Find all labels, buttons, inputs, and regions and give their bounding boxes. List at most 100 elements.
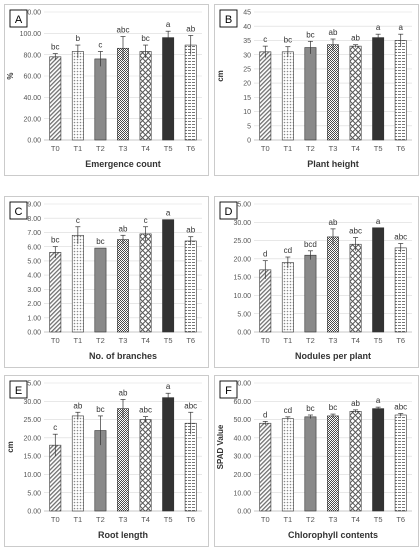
panel-frame: [214, 4, 419, 176]
panel-label-box: [9, 380, 28, 399]
significance-letter: a: [166, 382, 171, 391]
significance-letter: bc: [51, 43, 59, 52]
significance-letter: abc: [394, 232, 407, 241]
panel-label: A: [15, 14, 23, 26]
panel-label: B: [225, 14, 232, 26]
panel-label: F: [225, 385, 232, 397]
y-tick-label: 35.00: [233, 202, 251, 209]
significance-letter: c: [263, 35, 267, 44]
y-tick-label: 40.00: [23, 95, 41, 102]
significance-letter: bc: [96, 405, 104, 414]
chart-panel-b: 0 5 10 15 20 25 30 35 40 45 c T0 bc T1 bc T2 ab T3 ab T4 a T5…: [214, 4, 419, 176]
significance-letter: a: [376, 23, 381, 32]
bar: [372, 408, 385, 512]
panel-label-box: [9, 9, 28, 28]
x-axis-title: No. of branches: [89, 351, 157, 361]
bar: [117, 47, 129, 141]
significance-letter: d: [263, 250, 267, 259]
x-tick-label: T3: [119, 144, 128, 153]
bar: [184, 422, 197, 512]
y-tick-label: 70.00: [233, 381, 251, 388]
panel-frame: [4, 4, 209, 176]
x-tick-label: T1: [283, 336, 292, 345]
y-tick-label: 20.00: [23, 435, 41, 442]
bar: [372, 37, 385, 141]
significance-letter: c: [53, 423, 57, 432]
significance-letter: a: [166, 20, 171, 29]
panel-label: D: [225, 206, 233, 218]
y-tick-label: 7.00: [27, 230, 41, 237]
bar: [139, 51, 152, 141]
y-tick-label: 25.00: [233, 238, 251, 245]
x-tick-label: T1: [283, 144, 292, 153]
bar: [394, 40, 407, 141]
y-tick-label: 30.00: [23, 399, 41, 406]
significance-letter: abc: [117, 26, 130, 35]
y-axis-label: SPAD Value: [216, 424, 225, 469]
significance-letter: ab: [119, 224, 128, 233]
y-tick-label: 20.00: [23, 116, 41, 123]
x-tick-label: T0: [51, 515, 60, 524]
x-tick-label: T6: [396, 336, 405, 345]
x-axis-title: Nodules per plant: [295, 351, 371, 361]
significance-letter: a: [376, 217, 381, 226]
y-tick-label: 35.00: [23, 381, 41, 388]
y-tick-label: 15.00: [233, 275, 251, 282]
x-tick-label: T4: [351, 515, 360, 524]
y-tick-label: 50.00: [233, 417, 251, 424]
significance-letter: ab: [351, 399, 360, 408]
x-tick-label: T5: [374, 515, 383, 524]
x-tick-label: T2: [96, 144, 105, 153]
bar: [139, 419, 152, 512]
x-tick-label: T2: [96, 336, 105, 345]
bar: [117, 239, 129, 333]
bar: [49, 56, 62, 141]
significance-letter: c: [76, 216, 80, 225]
significance-letter: abc: [394, 403, 407, 412]
y-tick-label: 5.00: [237, 311, 251, 318]
bar: [349, 411, 362, 512]
bar: [94, 58, 107, 141]
bar: [281, 418, 294, 512]
panel-frame: [214, 375, 419, 547]
bar: [117, 408, 129, 512]
x-tick-label: T1: [73, 336, 82, 345]
significance-letter: bc: [96, 237, 104, 246]
y-tick-label: 10.00: [233, 293, 251, 300]
y-tick-label: 4.00: [27, 273, 41, 280]
y-tick-label: 3.00: [27, 287, 41, 294]
y-tick-label: 120.00: [20, 10, 42, 17]
y-axis-label: cm: [216, 70, 225, 82]
x-tick-label: T4: [351, 336, 360, 345]
x-tick-label: T3: [119, 515, 128, 524]
y-tick-label: 60.00: [233, 399, 251, 406]
bar: [162, 37, 175, 141]
y-tick-label: 60.00: [23, 74, 41, 81]
bar: [71, 234, 84, 333]
y-tick-label: 25: [243, 66, 251, 73]
bar: [281, 262, 294, 333]
x-axis-title: Emergence count: [85, 159, 161, 169]
y-tick-label: 0: [247, 138, 251, 145]
chart-panel-c: 0.00 1.00 2.00 3.00 4.00 5.00 6.00 7.00 8.00 9.00…: [4, 196, 209, 368]
x-axis-title: Root length: [98, 530, 148, 540]
chart-panel-d: 0.00 5.00 10.00 15.00 20.00 25.00 30.00 35.00 d T…: [214, 196, 419, 368]
x-tick-label: T0: [261, 515, 270, 524]
y-tick-label: 25.00: [23, 417, 41, 424]
bar: [259, 51, 272, 141]
x-axis-title: Plant height: [307, 159, 359, 169]
x-tick-label: T6: [396, 144, 405, 153]
y-tick-label: 2.00: [27, 301, 41, 308]
x-tick-label: T3: [329, 515, 338, 524]
panel-frame: [4, 375, 209, 547]
x-tick-label: T4: [141, 144, 150, 153]
y-tick-label: 0.00: [237, 330, 251, 337]
panel-frame: [4, 196, 209, 368]
bar: [349, 45, 362, 141]
x-tick-label: T4: [351, 144, 360, 153]
chart-panel-f: 0.00 10.00 20.00 30.00 40.00 50.00 60.00 70.00 d…: [214, 375, 419, 547]
bar: [49, 252, 62, 333]
significance-letter: abc: [139, 406, 152, 415]
x-tick-label: T5: [374, 144, 383, 153]
chart-panel-e: 0.00 5.00 10.00 15.00 20.00 25.00 30.00 35.00 c T…: [4, 375, 209, 547]
